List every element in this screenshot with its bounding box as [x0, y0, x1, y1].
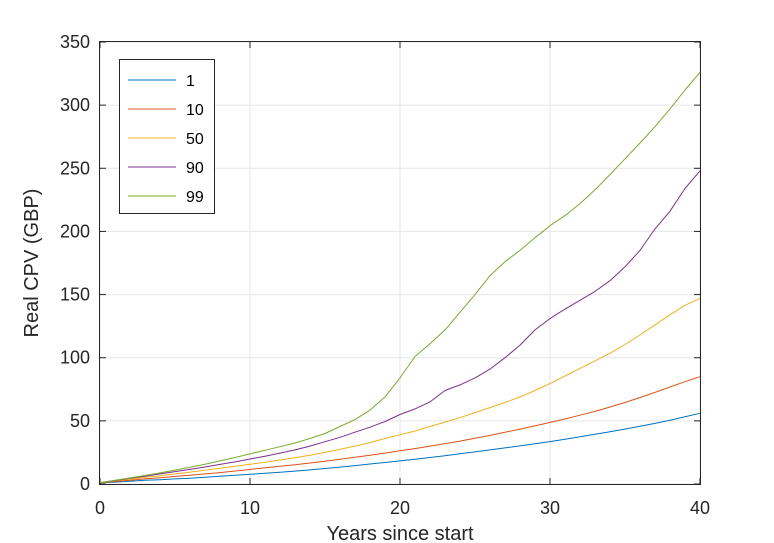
x-tick-label: 0: [95, 498, 105, 518]
y-axis-label: Real CPV (GBP): [21, 189, 43, 338]
series-line-50: [99, 297, 701, 484]
legend-label: 90: [186, 160, 204, 177]
series-line-10: [99, 376, 701, 484]
legend-label: 50: [186, 131, 204, 148]
series-line-99: [99, 71, 701, 484]
y-tick-label: 150: [60, 285, 90, 305]
plot-area-frame: [99, 41, 701, 485]
legend-label: 10: [186, 102, 204, 119]
x-tick-label: 10: [240, 498, 260, 518]
legend-label: 1: [186, 73, 195, 90]
series-line-1: [99, 412, 701, 484]
y-tick-label: 0: [80, 474, 90, 494]
x-tick-label: 20: [390, 498, 410, 518]
legend-label: 99: [186, 189, 204, 206]
x-tick-label: 40: [690, 498, 710, 518]
x-axis-label: Years since start: [326, 523, 474, 543]
legend-box: [119, 59, 215, 214]
y-tick-label: 100: [60, 348, 90, 368]
y-tick-label: 350: [60, 32, 90, 52]
series-lines: [99, 71, 701, 484]
y-tick-label: 200: [60, 221, 90, 241]
legend: 1 10 50 90 99: [119, 59, 215, 214]
series-line-90: [99, 170, 701, 484]
y-tick-label: 50: [70, 411, 90, 431]
x-tick-label: 30: [540, 498, 560, 518]
y-tick-label: 300: [60, 95, 90, 115]
y-tick-label: 250: [60, 158, 90, 178]
